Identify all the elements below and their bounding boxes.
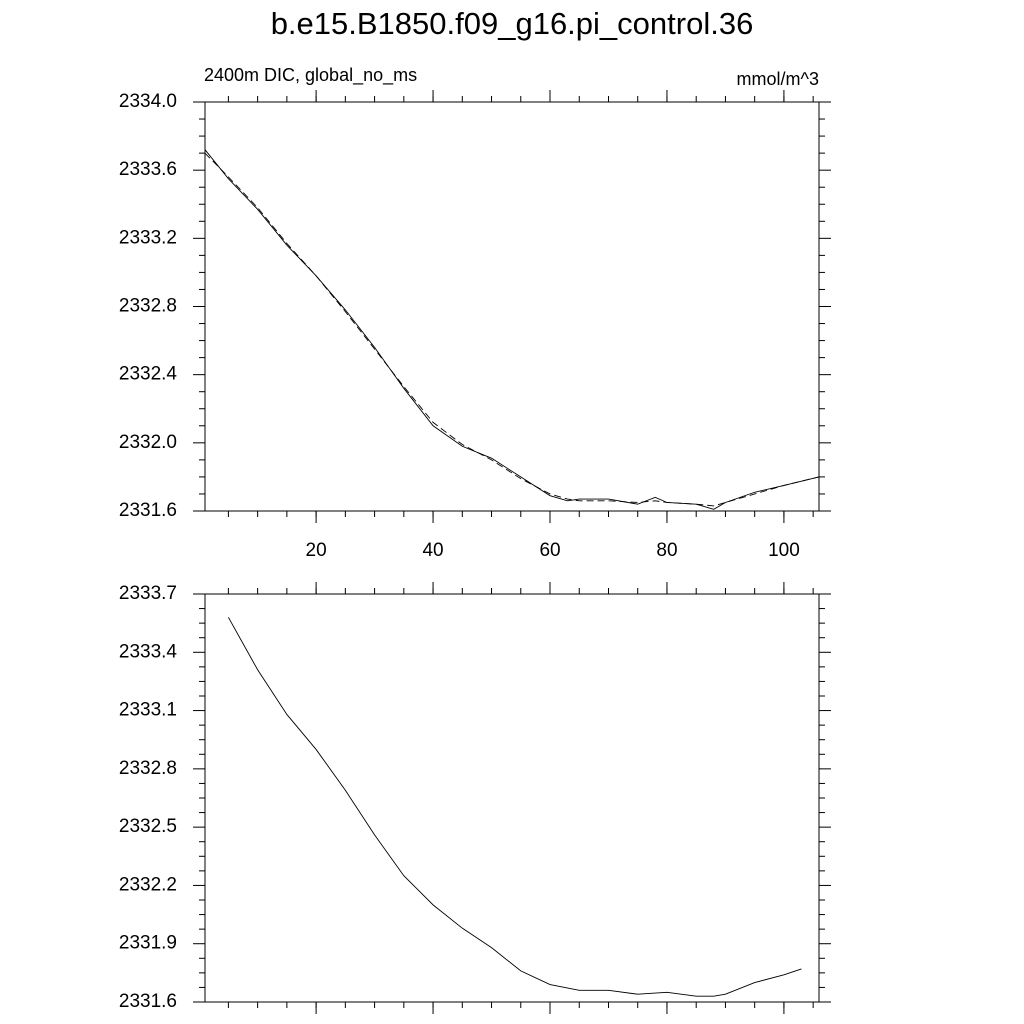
x-tick-label: 100 [768,540,800,561]
data-line [227,617,802,997]
plot-frame [204,101,820,512]
y-tick-label: 2333.4 [119,641,178,662]
y-tick-label: 2332.2 [119,874,177,895]
y-tick-label: 2331.6 [119,500,177,521]
y-tick-label: 2331.9 [119,933,177,954]
x-tick-label: 40 [422,540,443,561]
data-line [204,152,820,507]
data-line [204,149,820,510]
y-tick-label: 2332.4 [119,364,178,385]
y-tick-label: 2334.0 [119,91,177,112]
y-tick-label: 2332.5 [119,816,177,837]
x-tick-label: 60 [539,540,560,561]
y-tick-label: 2333.7 [119,583,177,604]
plot-frame [204,593,820,1003]
y-tick-label: 2333.2 [119,227,177,248]
y-tick-label: 2332.8 [119,296,177,317]
y-tick-label: 2332.8 [119,758,177,779]
y-tick-label: 2331.6 [119,991,177,1012]
y-tick-label: 2333.6 [119,159,177,180]
chart-title: b.e15.B1850.f09_g16.pi_control.36 [271,6,754,41]
x-tick-label: 20 [306,540,327,561]
x-tick-label: 80 [656,540,677,561]
y-tick-label: 2333.1 [119,700,177,721]
left-subtitle: 2400m DIC, global_no_ms [204,65,417,86]
y-tick-label: 2332.0 [119,432,177,453]
right-subtitle: mmol/m^3 [737,69,819,89]
